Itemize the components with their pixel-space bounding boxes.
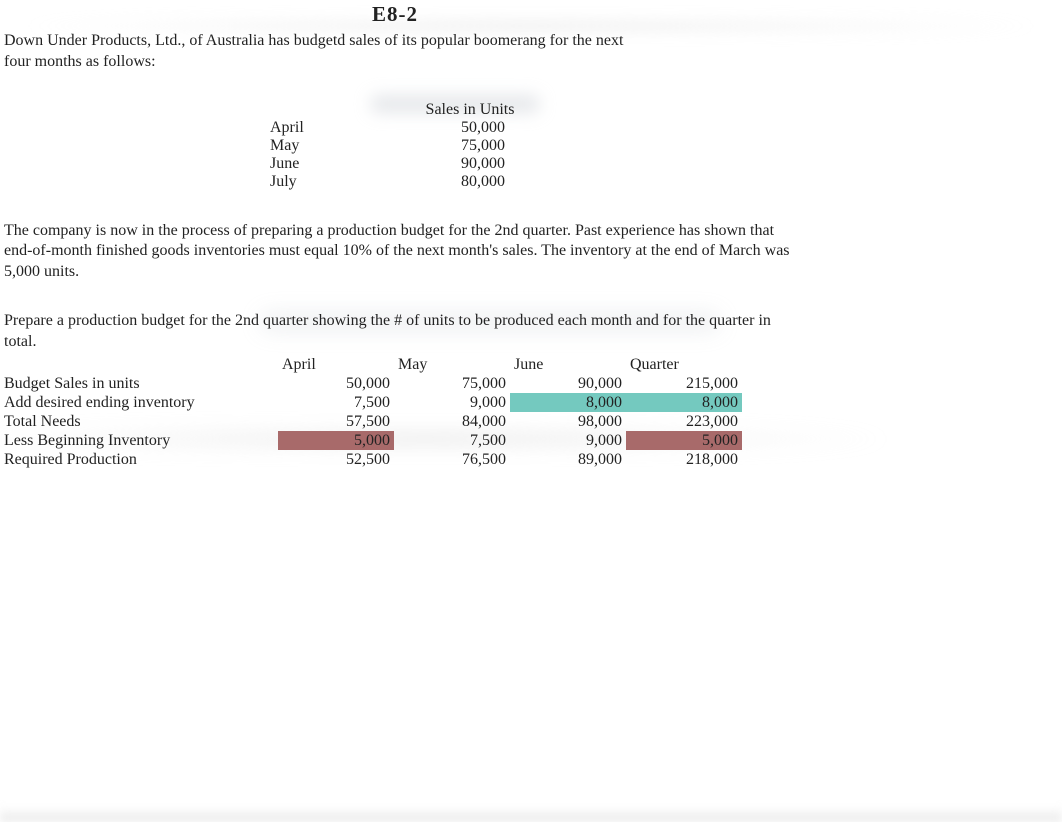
sales-row-units: 75,000 <box>365 137 505 155</box>
table-row: Total Needs57,50084,00098,000223,000 <box>0 412 742 431</box>
intro-paragraph: Down Under Products, Ltd., of Australia … <box>0 31 628 73</box>
table-row: Required Production52,50076,50089,000218… <box>0 450 742 469</box>
table-row: Budget Sales in units50,00075,00090,0002… <box>0 374 742 393</box>
task-paragraph: Prepare a production budget for the 2nd … <box>0 311 798 353</box>
blur-band-footer <box>0 806 1062 822</box>
sales-row: May75,000 <box>270 137 1062 155</box>
table-row-label: Less Beginning Inventory <box>0 431 278 450</box>
table-header-cell: Quarter <box>626 355 742 374</box>
table-cell: 76,500 <box>394 450 510 469</box>
table-row-label: Required Production <box>0 450 278 469</box>
sales-row-units: 50,000 <box>365 119 505 137</box>
sales-row-month: May <box>270 137 365 155</box>
table-header-cell: May <box>394 355 510 374</box>
sales-table-header: Sales in Units <box>270 101 580 119</box>
table-cell: 9,000 <box>394 393 510 412</box>
table-cell: 5,000 <box>278 431 394 450</box>
table-cell: 75,000 <box>394 374 510 393</box>
table-cell: 9,000 <box>510 431 626 450</box>
sales-row: April50,000 <box>270 119 1062 137</box>
budget-table: AprilMayJuneQuarterBudget Sales in units… <box>0 355 742 469</box>
sales-row-units: 80,000 <box>365 173 505 191</box>
table-header-blank <box>0 355 278 374</box>
table-cell: 57,500 <box>278 412 394 431</box>
table-cell: 7,500 <box>394 431 510 450</box>
page-root: E8-2 Down Under Products, Ltd., of Austr… <box>0 0 1062 822</box>
table-cell: 84,000 <box>394 412 510 431</box>
context-paragraph: The company is now in the process of pre… <box>0 221 798 283</box>
sales-row-month: July <box>270 173 365 191</box>
table-cell: 52,500 <box>278 450 394 469</box>
table-cell: 215,000 <box>626 374 742 393</box>
table-row: Less Beginning Inventory5,0007,5009,0005… <box>0 431 742 450</box>
table-cell: 98,000 <box>510 412 626 431</box>
table-cell: 223,000 <box>626 412 742 431</box>
table-row: Add desired ending inventory7,5009,0008,… <box>0 393 742 412</box>
table-cell: 8,000 <box>626 393 742 412</box>
sales-row-month: June <box>270 155 365 173</box>
table-row-label: Total Needs <box>0 412 278 431</box>
budget-table-wrap: AprilMayJuneQuarterBudget Sales in units… <box>0 355 1062 469</box>
table-cell: 8,000 <box>510 393 626 412</box>
sales-row: July80,000 <box>270 173 1062 191</box>
table-header-cell: April <box>278 355 394 374</box>
table-row-label: Add desired ending inventory <box>0 393 278 412</box>
page-title: E8-2 <box>0 0 790 27</box>
sales-row-month: April <box>270 119 365 137</box>
table-cell: 218,000 <box>626 450 742 469</box>
table-header-row: AprilMayJuneQuarter <box>0 355 742 374</box>
table-header-cell: June <box>510 355 626 374</box>
table-cell: 7,500 <box>278 393 394 412</box>
table-row-label: Budget Sales in units <box>0 374 278 393</box>
sales-row: June90,000 <box>270 155 1062 173</box>
table-cell: 50,000 <box>278 374 394 393</box>
table-cell: 89,000 <box>510 450 626 469</box>
sales-row-units: 90,000 <box>365 155 505 173</box>
table-cell: 5,000 <box>626 431 742 450</box>
sales-table: Sales in Units April50,000May75,000June9… <box>270 101 1062 191</box>
table-cell: 90,000 <box>510 374 626 393</box>
